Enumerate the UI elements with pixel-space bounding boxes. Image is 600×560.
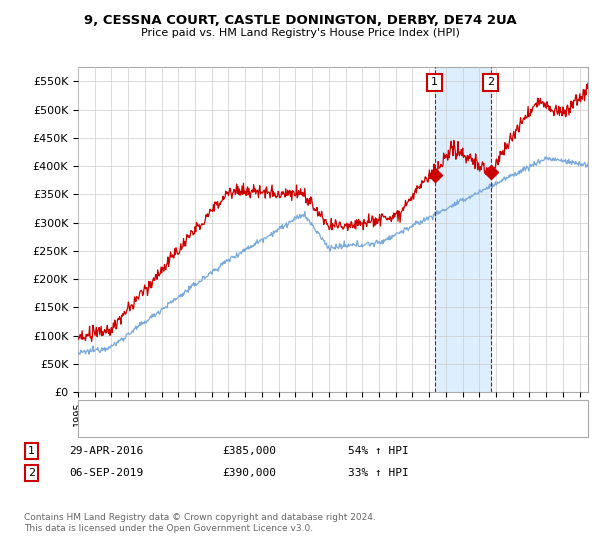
Text: —: — — [90, 419, 107, 437]
Bar — [434, 67, 491, 392]
Text: £385,000: £385,000 — [222, 446, 276, 456]
Text: 33% ↑ HPI: 33% ↑ HPI — [348, 468, 409, 478]
Text: Price paid vs. HM Land Registry's House Price Index (HPI): Price paid vs. HM Land Registry's House … — [140, 28, 460, 38]
Text: 1: 1 — [28, 446, 35, 456]
Text: 9, CESSNA COURT, CASTLE DONINGTON, DERBY, DE74 2UA: 9, CESSNA COURT, CASTLE DONINGTON, DERBY… — [83, 14, 517, 27]
Text: 1: 1 — [431, 77, 438, 87]
Text: —: — — [90, 402, 107, 419]
Text: 54% ↑ HPI: 54% ↑ HPI — [348, 446, 409, 456]
Text: 06-SEP-2019: 06-SEP-2019 — [69, 468, 143, 478]
Text: 9, CESSNA COURT, CASTLE DONINGTON, DERBY, DE74 2UA (detached house): 9, CESSNA COURT, CASTLE DONINGTON, DERBY… — [111, 405, 490, 416]
Text: HPI: Average price, detached house, North West Leicestershire: HPI: Average price, detached house, Nort… — [111, 423, 418, 433]
Text: £390,000: £390,000 — [222, 468, 276, 478]
Text: 2: 2 — [28, 468, 35, 478]
Text: Contains HM Land Registry data © Crown copyright and database right 2024.: Contains HM Land Registry data © Crown c… — [24, 513, 376, 522]
Text: 29-APR-2016: 29-APR-2016 — [69, 446, 143, 456]
Text: 2: 2 — [487, 77, 494, 87]
Text: This data is licensed under the Open Government Licence v3.0.: This data is licensed under the Open Gov… — [24, 524, 313, 533]
